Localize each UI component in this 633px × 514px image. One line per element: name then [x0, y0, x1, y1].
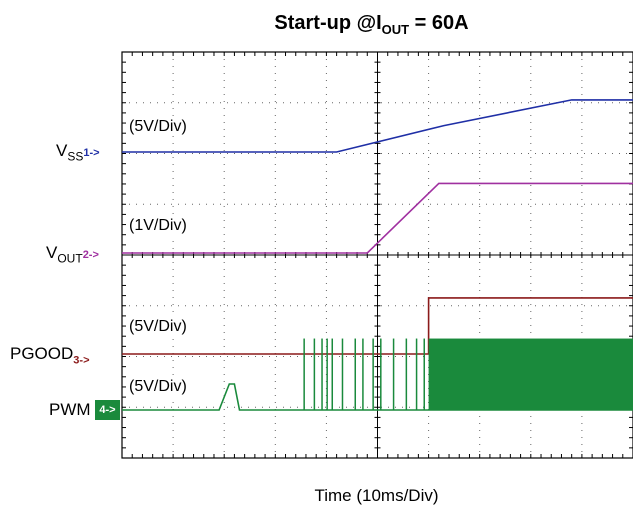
- channel-label-pgood: PGOOD3->: [10, 344, 90, 367]
- pwm-pulse: [372, 338, 374, 410]
- pwm-pulse: [392, 338, 395, 410]
- pwm-pulse: [321, 338, 323, 410]
- trace-vout: [122, 182, 633, 254]
- pwm-pulse: [341, 338, 344, 410]
- chart-title: Start-up @IOUT = 60A: [274, 12, 469, 37]
- pwm-marker: 4->: [95, 400, 120, 420]
- scale-label-vout: (1V/Div): [127, 217, 189, 235]
- pwm-pulse: [354, 338, 357, 410]
- pwm-pulse: [380, 338, 382, 410]
- pwm-pulse: [415, 338, 418, 410]
- scale-label-pgood: (5V/Div): [127, 318, 189, 336]
- pwm-switching-burst: [303, 338, 633, 410]
- scale-label-vss: (5V/Div): [127, 118, 189, 136]
- pwm-pulse: [331, 338, 334, 410]
- trace-vss: [122, 99, 633, 153]
- channel-label-vout: VOUT2->: [46, 243, 99, 266]
- x-axis-label: Time (10ms/Div): [314, 486, 439, 505]
- channel-label-pwm: PWM: [49, 400, 91, 419]
- pwm-pulse: [326, 338, 328, 410]
- channel-label-vss: VSS1->: [56, 141, 100, 164]
- trace-pgood: [122, 297, 633, 355]
- trace-pwm: [122, 383, 633, 411]
- pwm-pulse: [405, 338, 408, 410]
- scale-label-pwm: (5V/Div): [127, 378, 189, 396]
- pwm-pulse: [362, 338, 364, 410]
- pwm-pulse: [303, 338, 305, 410]
- pwm-pulse: [313, 338, 316, 410]
- pwm-pulse: [423, 338, 425, 410]
- pwm-pulse: [428, 338, 633, 410]
